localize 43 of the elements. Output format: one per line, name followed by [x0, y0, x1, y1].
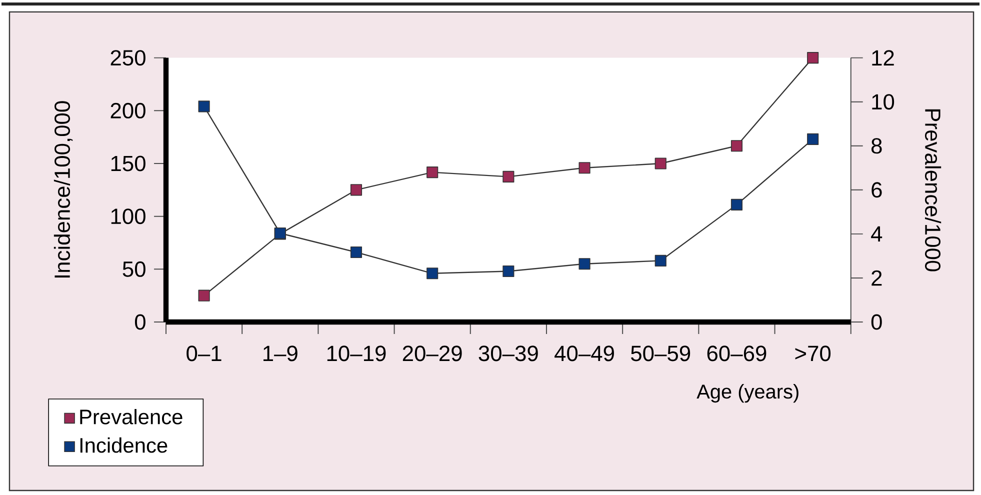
legend-label: Incidence	[80, 437, 168, 453]
point	[578, 258, 590, 270]
legend-label: Prevalence	[80, 408, 182, 424]
y-tick-label: 50	[122, 261, 146, 277]
x-tick-label: 30–39	[478, 345, 538, 361]
y-tick-label: 200	[110, 102, 146, 118]
point	[350, 246, 362, 258]
point	[807, 133, 819, 145]
y2-tick-label: 8	[871, 138, 882, 154]
y2-tick-label: 2	[872, 270, 882, 286]
point	[730, 198, 743, 210]
x-tick-label: 40–49	[554, 345, 614, 361]
x-tick-label: 0–1	[186, 345, 222, 361]
point	[426, 166, 438, 178]
x-tick-label: >70	[795, 345, 831, 361]
y2-axis-title: Prevalence/1000	[924, 109, 942, 272]
x-tick-label: 20–29	[402, 345, 462, 361]
point	[426, 267, 438, 279]
x-tick-label: 50–59	[631, 345, 690, 361]
point	[502, 265, 514, 277]
y2-tick-label: 10	[872, 94, 894, 110]
x-tick-label: 1–9	[264, 345, 298, 361]
y2-tick-label: 12	[872, 50, 894, 66]
point	[198, 290, 210, 302]
y2-tick-label: 4	[871, 226, 882, 242]
y-axis-title: Incidence/100,000	[54, 100, 73, 278]
y-tick-label: 150	[111, 156, 146, 172]
x-axis-title: Age (years)	[696, 384, 798, 402]
point	[654, 254, 666, 266]
y2-tick-label: 6	[872, 182, 882, 198]
y2-tick-label: 0	[871, 314, 882, 330]
point	[578, 162, 590, 174]
x-tick-label: 10–19	[327, 345, 386, 361]
y-tick-label: 0	[134, 314, 146, 330]
point	[807, 52, 819, 64]
point	[502, 170, 514, 182]
point	[654, 157, 666, 170]
point	[730, 140, 743, 152]
y-tick-label: 100	[111, 208, 146, 224]
point	[198, 100, 210, 112]
point	[350, 184, 362, 196]
x-tick-label: 60–69	[707, 345, 766, 361]
y-tick-label: 250	[110, 50, 146, 66]
